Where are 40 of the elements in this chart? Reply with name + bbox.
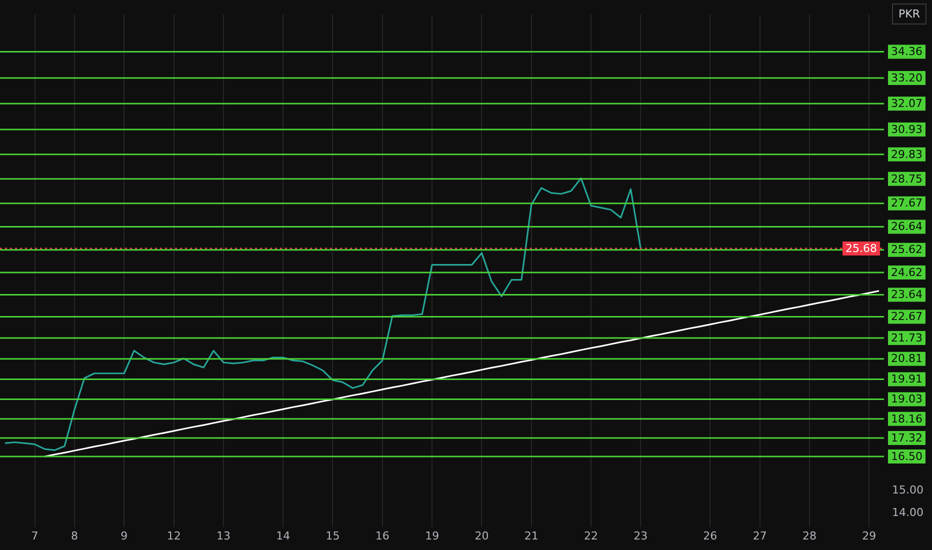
ref-line-label: 25.68: [846, 242, 878, 255]
y-tick-label: 14.00: [892, 506, 924, 520]
x-tick-label: 20: [474, 529, 489, 542]
ref-line-label: 29.83: [891, 148, 922, 161]
x-tick-label: 9: [120, 529, 128, 542]
ref-line-label: 26.64: [891, 220, 922, 234]
ref-line-label: 16.50: [891, 450, 922, 463]
ref-line-label: 34.36: [891, 45, 922, 58]
x-tick-label: 19: [425, 529, 440, 542]
ref-line-label: 23.64: [891, 288, 922, 302]
x-tick-label: 28: [802, 529, 817, 542]
x-tick-label: 13: [216, 529, 230, 542]
x-tick-label: 7: [31, 529, 38, 542]
x-tick-label: 29: [862, 529, 876, 542]
x-tick-label: 27: [752, 529, 767, 542]
x-tick-label: 16: [375, 529, 390, 542]
y-tick-label: 15.00: [892, 483, 924, 496]
ref-line-label: 32.07: [891, 97, 922, 110]
x-tick-label: 22: [584, 529, 598, 542]
x-tick-label: 21: [524, 529, 538, 542]
ref-line-label: 22.67: [891, 310, 922, 324]
x-tick-label: 26: [703, 529, 718, 542]
ref-line-label: 21.73: [891, 331, 922, 344]
ref-line-label: 33.20: [891, 71, 922, 84]
ref-line-label: 24.62: [891, 266, 922, 279]
x-tick-label: 15: [326, 529, 340, 542]
x-tick-label: 23: [634, 529, 648, 542]
ref-line-label: 18.16: [891, 412, 922, 426]
ref-line-label: 25.62: [891, 243, 922, 256]
x-tick-label: 8: [70, 529, 78, 542]
ref-line-label: 19.91: [891, 372, 922, 386]
ref-line-label: 30.93: [891, 122, 922, 136]
x-tick-label: 14: [276, 529, 290, 542]
ref-line-label: 19.03: [891, 392, 922, 406]
ref-line-label: 27.67: [891, 196, 922, 210]
ref-line-label: 20.81: [891, 352, 922, 366]
y-axis-title: PKR: [898, 7, 920, 20]
ref-line-label: 28.75: [891, 172, 922, 186]
ref-line-label: 17.32: [891, 431, 922, 444]
x-tick-label: 12: [166, 529, 181, 542]
